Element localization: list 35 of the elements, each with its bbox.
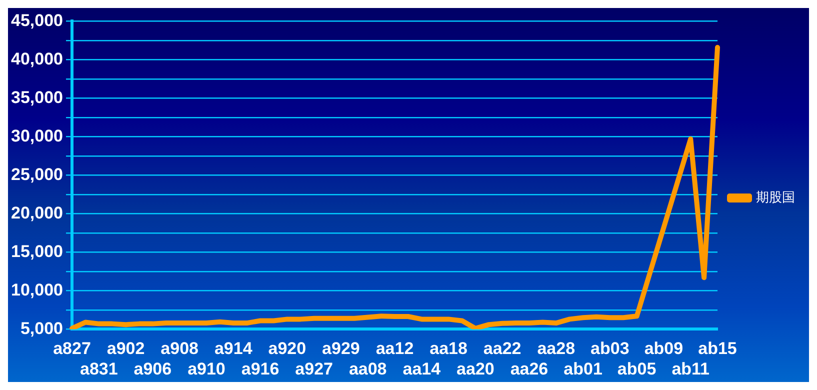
x-tick-label: aa18 [430,339,468,358]
x-tick-label: aa08 [348,359,387,378]
x-tick-label: a916 [241,359,280,378]
x-tick-label: ab05 [617,359,656,378]
x-tick-label: a920 [268,339,306,358]
x-tick-label: ab03 [590,339,630,358]
y-tick-label: 35,000 [10,88,63,107]
y-tick-label: 40,000 [10,49,63,68]
x-tick-label: a831 [80,359,118,378]
x-tick-label: a929 [322,339,360,358]
x-tick-label: aa22 [483,339,522,358]
y-tick-label: 45,000 [10,10,63,30]
x-tick-label: ab15 [698,339,737,358]
x-tick-label: aa28 [537,339,576,358]
x-tick-label: ab11 [672,359,710,378]
legend-label: 期股国 [756,190,795,206]
y-tick-label: 15,000 [10,242,63,261]
x-tick-label: aa20 [456,359,494,378]
x-tick-label: a906 [134,359,172,378]
x-tick-label: a927 [295,359,333,378]
x-tick-label: a914 [214,339,253,358]
y-tick-label: 5,000 [20,318,63,338]
x-tick-label: aa14 [402,359,442,378]
y-tick-label: 10,000 [10,280,63,300]
y-tick-label: 25,000 [10,164,63,184]
y-tick-label: 20,000 [10,203,63,222]
y-tick-label: 30,000 [10,126,63,146]
x-tick-label: a902 [106,339,145,358]
x-tick-label: a827 [53,339,91,358]
x-tick-label: ab09 [644,339,684,358]
x-tick-label: aa26 [510,359,548,378]
x-tick-label: aa12 [376,339,414,358]
x-tick-label: ab01 [564,359,602,378]
x-tick-label: a908 [160,339,198,358]
x-tick-label: a910 [188,359,226,378]
